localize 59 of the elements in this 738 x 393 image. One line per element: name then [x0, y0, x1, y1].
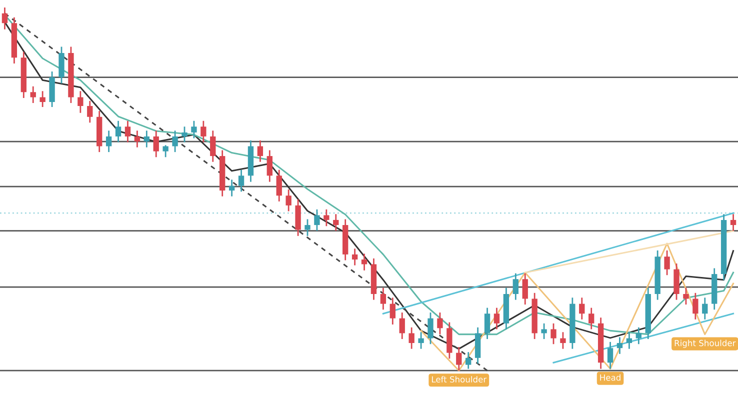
candlestick [607, 341, 614, 370]
candlestick [304, 218, 310, 237]
candlestick [399, 312, 405, 340]
candlestick [106, 130, 112, 153]
candlestick [200, 120, 206, 143]
candlestick [361, 253, 368, 272]
candlestick [626, 331, 632, 350]
candlestick [541, 322, 547, 340]
candlestick [238, 169, 244, 192]
candlestick [257, 140, 264, 163]
candlestick [286, 188, 292, 212]
candlestick [2, 6, 8, 30]
annotation: Head [600, 374, 620, 381]
candlestick [683, 287, 689, 306]
candlestick [437, 312, 443, 336]
candlestick [324, 208, 330, 227]
candlestick [182, 126, 188, 143]
candlestick [276, 169, 282, 202]
candlestick [616, 336, 623, 355]
candlestick [636, 326, 642, 345]
candlestick [588, 307, 594, 330]
candlestick [418, 331, 424, 350]
candlestick [390, 296, 396, 326]
candlestick [134, 130, 140, 148]
candlestick [730, 213, 736, 232]
candlestick [191, 120, 197, 139]
candlestick [550, 322, 556, 345]
candlestick [314, 208, 320, 232]
candlestick [408, 326, 414, 350]
candlestick [456, 346, 462, 372]
candlestick [115, 120, 122, 143]
candlestick [30, 86, 36, 104]
candlestick [352, 248, 358, 266]
candlestick [512, 272, 518, 301]
candlestick [172, 130, 178, 153]
candlestick [692, 292, 698, 320]
candlestick [162, 144, 168, 158]
candlestick [560, 331, 566, 350]
candlestick [210, 130, 216, 163]
candlestick [579, 296, 585, 320]
candlestick [466, 351, 472, 370]
annotation: Right Shoulder [674, 340, 736, 348]
candlestick [484, 307, 490, 340]
candlestick [40, 90, 46, 108]
annotation: Left Shoulder [432, 376, 487, 383]
candlestick [494, 307, 500, 330]
candlestick [428, 312, 434, 345]
candlestick [144, 130, 150, 148]
candlestick [702, 296, 708, 320]
candlestick [333, 213, 339, 232]
candlestick [228, 178, 235, 198]
candlestick [664, 250, 670, 276]
candlestick [380, 287, 386, 310]
candlestick [266, 150, 272, 183]
candlestick [78, 90, 84, 114]
candlestick [87, 100, 93, 124]
candlestick [522, 272, 528, 306]
candlestick [124, 120, 131, 143]
candlestick [153, 130, 159, 158]
